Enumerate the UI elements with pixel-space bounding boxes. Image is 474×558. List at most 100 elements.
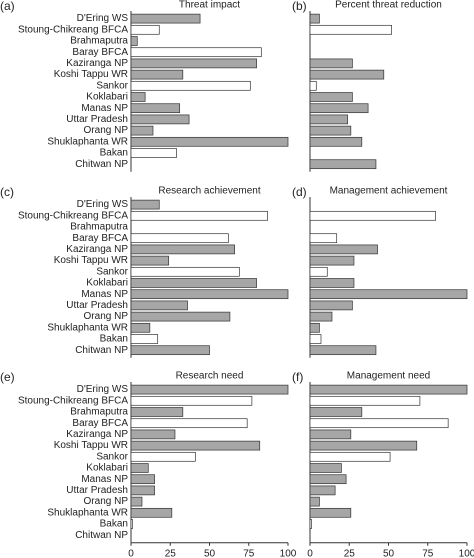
bar [130, 311, 231, 322]
chart-title: Percent threat reduction [335, 0, 442, 11]
y-tick-label: Koshi Tappu WR [54, 255, 128, 266]
bar [130, 278, 257, 288]
bar [130, 418, 248, 429]
y-tick-label: Koshi Tappu WR [54, 69, 128, 80]
y-tick-label: Sankor [96, 266, 128, 277]
bar [130, 199, 160, 210]
bar [309, 507, 352, 518]
x-tick-label: 50 [204, 548, 216, 558]
bar [309, 136, 363, 147]
y-tick-label: Sankor [96, 80, 128, 91]
bar [309, 463, 342, 473]
bar [130, 289, 289, 300]
y-tick-label: Shuklaphanta WR [47, 322, 128, 333]
bar [130, 92, 146, 102]
chart-title: Threat impact [179, 0, 240, 11]
bar [309, 266, 328, 277]
x-tick-label: 25 [344, 548, 356, 558]
y-tick-label: Bakan [100, 334, 128, 345]
y-tick-label: Baray BFCA [72, 47, 128, 58]
x-tick-label: 25 [165, 548, 177, 558]
bar [130, 322, 151, 333]
bar [130, 210, 268, 221]
bar [130, 496, 143, 507]
bar [309, 24, 392, 35]
bar [309, 322, 320, 333]
bar [309, 395, 421, 406]
y-tick-label: Manas NP [81, 474, 128, 485]
bar [130, 36, 138, 46]
y-tick-label: Brahmaputra [70, 407, 128, 418]
bar [130, 507, 173, 518]
y-tick-label: Uttar Pradesh [66, 485, 128, 496]
bar [130, 451, 196, 462]
bar [130, 125, 154, 136]
y-tick-label: Stoung-Chikreang BFCA [18, 395, 128, 406]
bar [309, 485, 336, 496]
bar [130, 148, 177, 158]
x-tick-label: 100 [280, 548, 297, 558]
y-tick-label: Sankor [96, 451, 128, 462]
y-tick-label: Chitwan NP [75, 345, 128, 356]
bar [309, 334, 322, 344]
bar [309, 69, 385, 80]
bar [309, 58, 353, 69]
bar [309, 440, 418, 451]
y-tick-label: Bakan [100, 519, 128, 530]
panel-label: (e) [0, 370, 15, 384]
bar [130, 429, 176, 440]
x-tick-label: 75 [422, 548, 434, 558]
y-tick-label: Orang NP [84, 496, 129, 507]
bar [309, 233, 338, 244]
y-tick-label: Shuklaphanta WR [47, 136, 128, 147]
chart-title: Research achievement [158, 186, 260, 197]
bar [309, 451, 391, 462]
panel-label: (f) [292, 370, 303, 384]
bar [309, 384, 468, 395]
bar [309, 114, 349, 125]
bar [309, 311, 333, 322]
x-tick-label: 50 [383, 548, 395, 558]
y-tick-label: Koklabari [86, 463, 128, 474]
bar [309, 519, 312, 529]
bar [130, 384, 289, 395]
bar [309, 244, 378, 255]
bar [130, 255, 170, 266]
bar [309, 210, 436, 221]
y-tick-label: Chitwan NP [75, 530, 128, 541]
bar [309, 159, 377, 170]
bar [130, 114, 190, 125]
y-tick-label: Bakan [100, 148, 128, 159]
y-tick-label: Stoung-Chikreang BFCA [18, 210, 128, 221]
y-tick-label: Koklabari [86, 92, 128, 103]
y-tick-label: Stoung-Chikreang BFCA [18, 24, 128, 35]
y-tick-label: Chitwan NP [75, 159, 128, 170]
y-tick-label: D'Ering WS [77, 384, 129, 395]
bar [130, 345, 210, 356]
bar [130, 103, 181, 114]
bar [130, 233, 229, 244]
bar [130, 334, 159, 344]
y-tick-label: Shuklaphanta WR [47, 507, 128, 518]
y-tick-label: Koklabari [86, 278, 128, 289]
y-tick-label: Kaziranga NP [66, 244, 128, 255]
bar [130, 80, 251, 91]
y-tick-label: Kaziranga NP [66, 429, 128, 440]
bar [309, 13, 320, 24]
panel-label: (d) [292, 185, 307, 199]
bar [130, 474, 155, 485]
bar [309, 92, 353, 102]
y-tick-label: Baray BFCA [72, 418, 128, 429]
bar [309, 300, 353, 311]
bar [130, 244, 235, 255]
x-tick-label: 0 [128, 548, 134, 558]
bar [130, 69, 184, 80]
bar [130, 407, 184, 417]
bar [130, 13, 201, 24]
bar [130, 47, 262, 58]
chart-title: Management need [347, 371, 430, 382]
bar [309, 80, 317, 91]
bar [309, 418, 449, 429]
y-tick-label: Uttar Pradesh [66, 300, 128, 311]
